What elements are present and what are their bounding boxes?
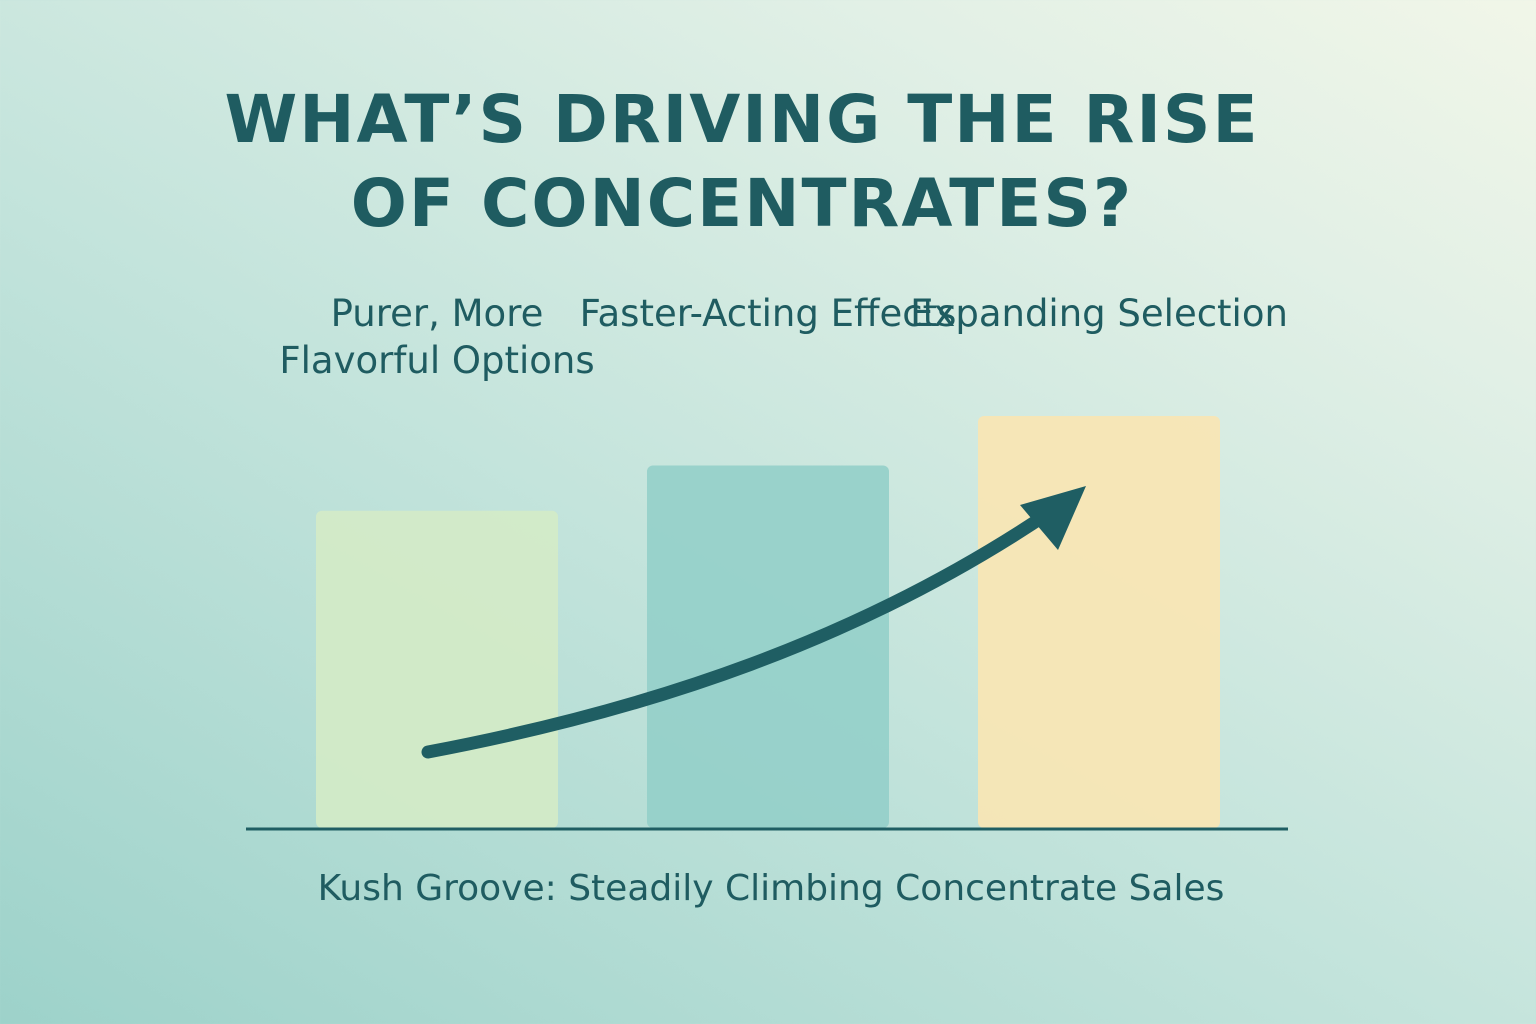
bar xyxy=(647,465,889,828)
bar xyxy=(978,416,1220,828)
arrow-head xyxy=(1020,486,1086,550)
category-label: Purer, More Flavorful Options xyxy=(279,292,595,382)
category-label: Faster-Acting Effects xyxy=(579,292,957,335)
category-label: Expanding Selection xyxy=(910,292,1288,335)
bar xyxy=(316,510,558,828)
chart-title: WHAT’S DRIVING THE RISE OF CONCENTRATES? xyxy=(224,81,1260,242)
caption: Kush Groove: Steadily Climbing Concentra… xyxy=(317,868,1225,909)
trend-arrow xyxy=(421,505,1057,759)
bars xyxy=(316,416,1220,828)
